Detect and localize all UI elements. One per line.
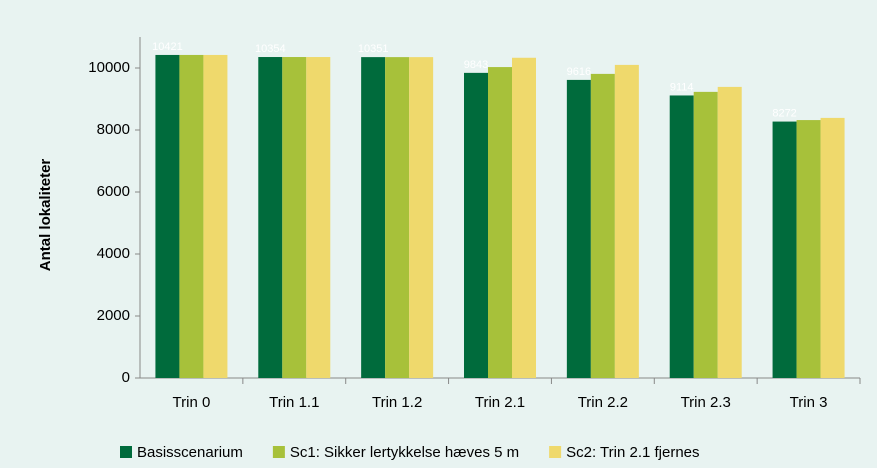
bar — [820, 117, 845, 378]
legend-label: Basisscenarium — [137, 444, 243, 461]
data-label: 9114 — [670, 81, 694, 93]
bar — [306, 57, 331, 378]
bar — [361, 57, 386, 379]
bar — [512, 57, 536, 379]
legend-label: Sc2: Trin 2.1 fjernes — [566, 444, 699, 461]
y-tick-label: 0 — [122, 369, 130, 386]
data-label: 10351 — [358, 43, 389, 55]
bar — [409, 57, 434, 379]
bar — [203, 54, 228, 378]
data-label: 10354 — [255, 43, 286, 55]
y-axis-label: Antal lokaliteter — [37, 159, 54, 272]
x-tick-label: Trin 2.2 — [578, 394, 628, 411]
bar — [155, 54, 180, 378]
bar — [566, 79, 591, 379]
bar — [796, 120, 821, 378]
x-tick-label: Trin 2.1 — [475, 394, 525, 411]
y-tick-label: 10000 — [88, 59, 130, 76]
x-tick-label: Trin 1.1 — [269, 394, 319, 411]
x-tick-label: Trin 2.3 — [681, 394, 731, 411]
bar — [258, 57, 283, 378]
y-tick-label: 8000 — [97, 121, 130, 138]
data-label: 10421 — [152, 41, 183, 53]
legend-swatch — [120, 446, 132, 458]
data-label: 9843 — [464, 59, 488, 71]
x-tick-label: Trin 3 — [790, 394, 828, 411]
bar — [488, 67, 512, 378]
bar — [179, 54, 204, 378]
bar — [282, 57, 307, 378]
bar — [669, 95, 694, 378]
x-tick-label: Trin 1.2 — [372, 394, 422, 411]
bar — [590, 73, 615, 378]
legend-swatch — [272, 446, 285, 458]
bar — [717, 86, 742, 378]
y-tick-label: 2000 — [97, 307, 130, 324]
bar — [693, 91, 718, 379]
bar — [772, 121, 797, 379]
data-label: 9616 — [567, 66, 591, 78]
y-tick-label: 6000 — [97, 183, 130, 200]
bar — [614, 64, 639, 379]
legend-label: Sc1: Sikker lertykkelse hæves 5 m — [290, 444, 519, 461]
legend-swatch — [549, 446, 562, 458]
y-tick-label: 4000 — [97, 245, 130, 262]
data-label: 8272 — [772, 107, 796, 119]
bar — [464, 72, 488, 378]
bar — [385, 57, 410, 379]
x-tick-label: Trin 0 — [173, 394, 211, 411]
